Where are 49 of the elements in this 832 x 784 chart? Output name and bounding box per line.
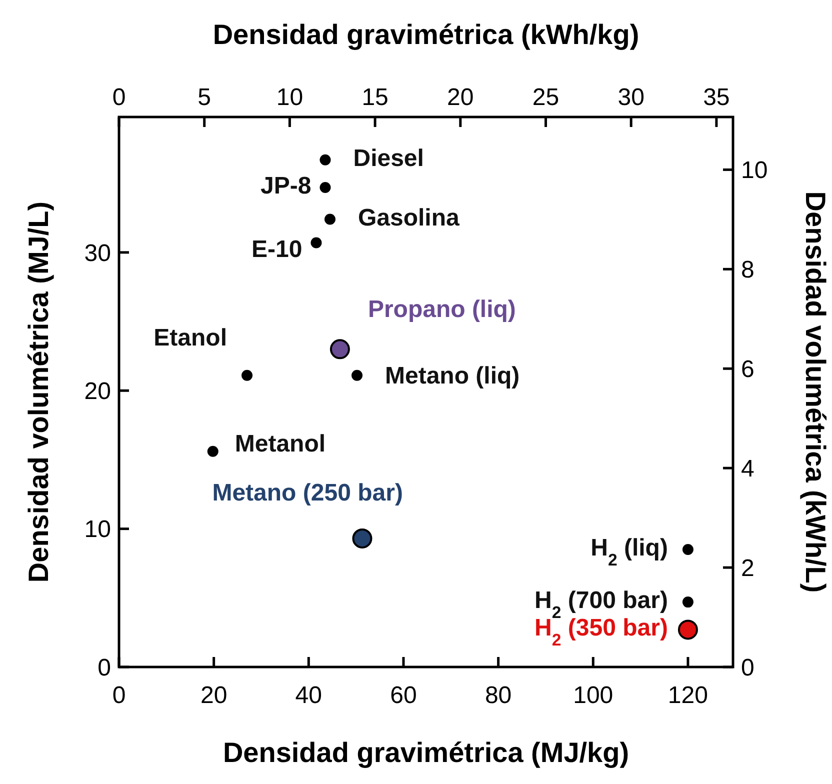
y-tick-label: 20 [84,378,111,406]
y2-tick-label: 0 [741,654,754,682]
x2-tick-label: 35 [703,84,730,111]
series-label: E-10 [252,236,302,263]
point [682,544,694,556]
series-label: Propano (liq) [368,296,516,324]
y2-tick-label: 2 [741,554,754,582]
y2-tick-label: 10 [741,157,768,184]
y-tick-label: 0 [98,654,111,682]
x2-tick-label: 10 [276,84,304,111]
y-tick-label: 10 [84,516,111,544]
x2-tick-label: 25 [532,84,560,111]
x-tick-label: 120 [668,682,708,709]
x-tick-label: 20 [200,682,228,709]
point [352,528,372,548]
y2-tick-label: 6 [741,356,754,384]
point [320,182,331,193]
y2-tick-label: 4 [741,455,754,482]
x-tick-label: 60 [390,682,417,709]
y-tick-label: 30 [84,240,111,267]
point [242,370,253,381]
point [320,154,331,166]
x-tick-label: 100 [573,682,614,709]
series-label: Diesel [353,144,424,172]
point [678,620,698,640]
point [682,596,694,608]
series-label: Metano (liq) [385,362,520,390]
x-axis-title: Densidad gravimétrica (MJ/kg) [222,737,630,768]
x2-axis-title: Densidad gravimétrica (kWh/kg) [212,19,640,50]
x2-tick-label: 20 [447,84,474,111]
series-label: Metanol [234,430,326,458]
x-tick-label: 80 [484,682,512,709]
point [330,339,350,360]
y2-axis-title: Densidad volumétrica (kWh/L) [800,191,831,593]
point [207,446,218,457]
point [324,214,336,225]
point [310,237,322,248]
point [352,370,363,381]
series-label: Gasolina [358,204,460,232]
x2-tick-label: 30 [618,84,644,111]
series-label: Metano (250 bar) [212,479,403,506]
x2-tick-label: 15 [362,84,388,111]
series-label: JP-8 [260,172,312,200]
x2-tick-label: 5 [198,84,212,111]
series-label: H$_{2}$ (liq) [590,534,668,570]
series-label: Etanol [154,324,228,352]
y-axis-title: Densidad volumétrica (MJ/L) [23,201,54,583]
y2-tick-label: 8 [741,256,754,284]
x-tick-label: 40 [295,682,322,709]
